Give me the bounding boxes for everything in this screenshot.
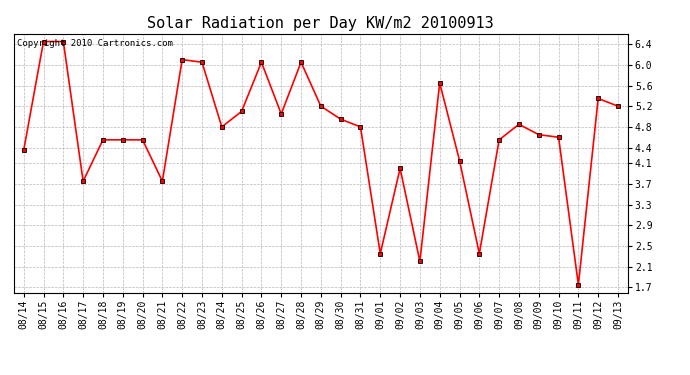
Title: Solar Radiation per Day KW/m2 20100913: Solar Radiation per Day KW/m2 20100913 bbox=[148, 16, 494, 31]
Text: Copyright 2010 Cartronics.com: Copyright 2010 Cartronics.com bbox=[17, 39, 172, 48]
